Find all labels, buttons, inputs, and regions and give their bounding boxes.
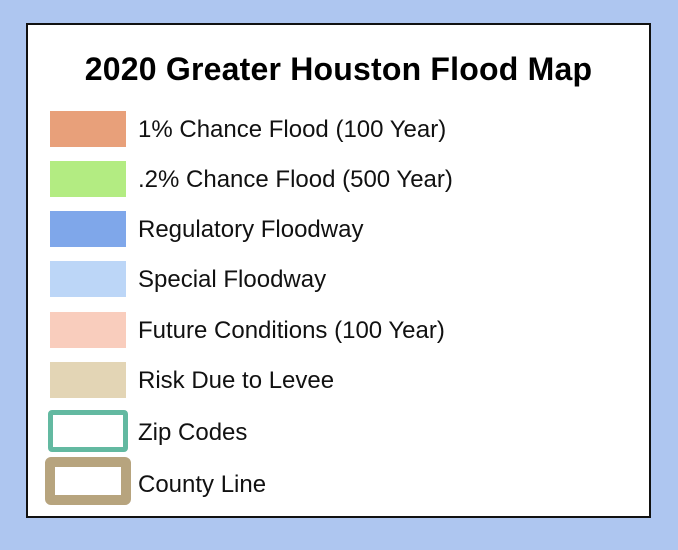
legend-label: .2% Chance Flood (500 Year): [138, 166, 453, 193]
swatch-100-year-flood: [50, 111, 126, 147]
legend-item-500-year-flood: .2% Chance Flood (500 Year): [28, 159, 649, 199]
legend-item-county-line: County Line: [28, 457, 649, 505]
swatch-county-line: [45, 457, 131, 505]
legend-label: Future Conditions (100 Year): [138, 317, 445, 344]
swatch-future-conditions: [50, 312, 126, 348]
swatch-zip-codes: [48, 410, 128, 452]
legend-label: Special Floodway: [138, 266, 327, 293]
swatch-levee-risk: [50, 362, 126, 398]
legend-item-future-conditions: Future Conditions (100 Year): [28, 310, 649, 350]
legend-item-levee-risk: Risk Due to Levee: [28, 360, 649, 400]
legend-label: Regulatory Floodway: [138, 216, 364, 243]
legend-label: Zip Codes: [138, 419, 248, 446]
legend-label: Risk Due to Levee: [138, 367, 335, 394]
swatch-regulatory-floodway: [50, 211, 126, 247]
legend-label: 1% Chance Flood (100 Year): [138, 116, 447, 143]
legend-panel: 2020 Greater Houston Flood Map 1% Chance…: [26, 23, 651, 518]
legend-item-special-floodway: Special Floodway: [28, 259, 649, 299]
legend-title: 2020 Greater Houston Flood Map: [84, 51, 593, 87]
legend-item-100-year-flood: 1% Chance Flood (100 Year): [28, 109, 649, 149]
legend-item-zip-codes: Zip Codes: [28, 408, 649, 452]
swatch-500-year-flood: [50, 161, 126, 197]
legend-item-regulatory-floodway: Regulatory Floodway: [28, 209, 649, 249]
swatch-special-floodway: [50, 261, 126, 297]
legend-label: County Line: [138, 471, 267, 498]
